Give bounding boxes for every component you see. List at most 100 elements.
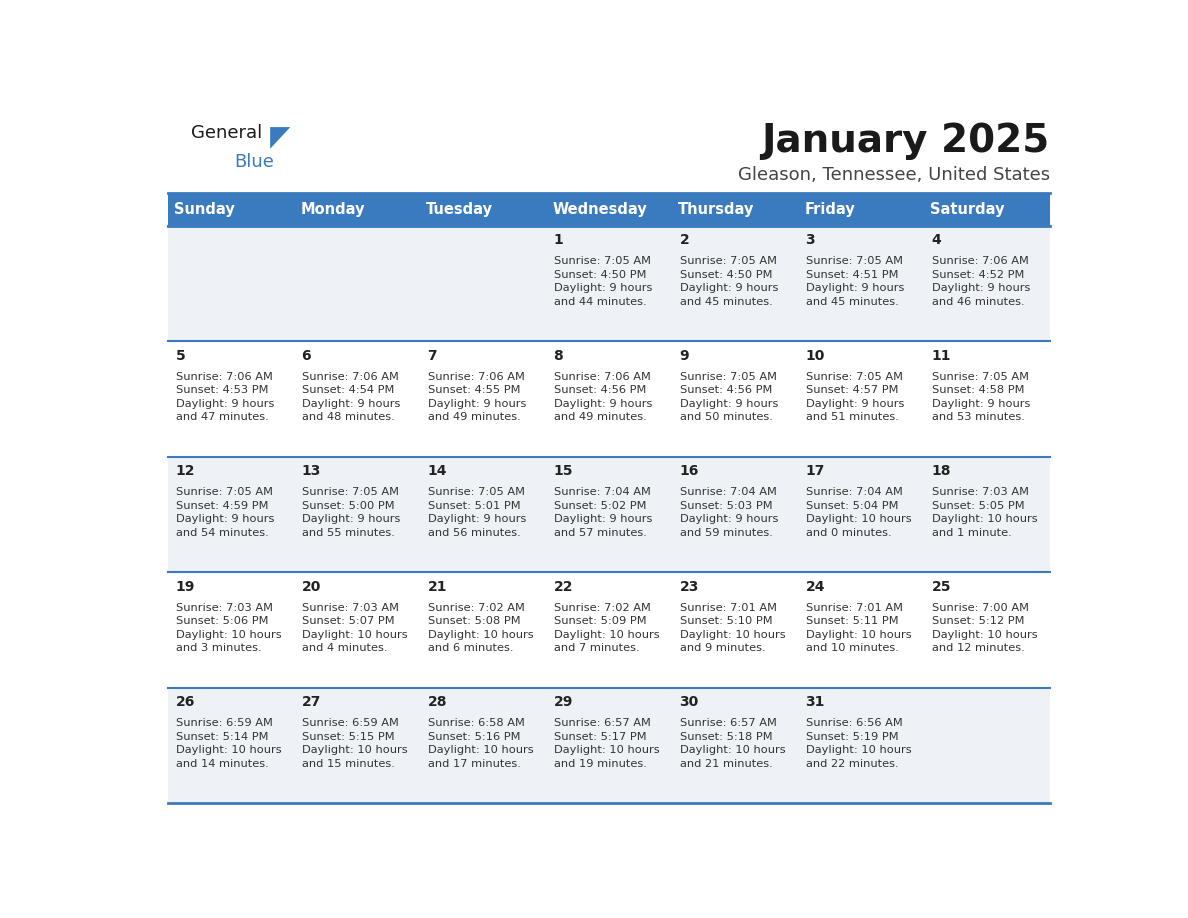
Text: Daylight: 9 hours: Daylight: 9 hours xyxy=(428,514,526,524)
Text: Sunset: 5:10 PM: Sunset: 5:10 PM xyxy=(680,616,772,626)
Text: Daylight: 10 hours: Daylight: 10 hours xyxy=(176,745,282,756)
Bar xyxy=(545,194,672,226)
Bar xyxy=(419,194,545,226)
Text: and 0 minutes.: and 0 minutes. xyxy=(805,528,891,538)
Text: 16: 16 xyxy=(680,465,699,478)
Text: Sunset: 5:00 PM: Sunset: 5:00 PM xyxy=(302,501,394,511)
Text: Sunrise: 7:05 AM: Sunrise: 7:05 AM xyxy=(805,372,903,382)
Text: Daylight: 10 hours: Daylight: 10 hours xyxy=(554,630,659,640)
Text: Sunrise: 7:05 AM: Sunrise: 7:05 AM xyxy=(176,487,272,498)
Text: 29: 29 xyxy=(554,695,573,710)
Text: Sunrise: 6:58 AM: Sunrise: 6:58 AM xyxy=(428,719,524,729)
Text: and 12 minutes.: and 12 minutes. xyxy=(931,644,1024,654)
Text: General: General xyxy=(191,124,263,142)
Text: and 4 minutes.: and 4 minutes. xyxy=(302,644,387,654)
Text: Sunset: 5:04 PM: Sunset: 5:04 PM xyxy=(805,501,898,511)
Text: Daylight: 10 hours: Daylight: 10 hours xyxy=(805,514,911,524)
Text: Sunrise: 7:05 AM: Sunrise: 7:05 AM xyxy=(931,372,1029,382)
Text: Sunrise: 6:57 AM: Sunrise: 6:57 AM xyxy=(554,719,651,729)
Text: 10: 10 xyxy=(805,349,824,363)
Bar xyxy=(672,194,798,226)
Text: and 22 minutes.: and 22 minutes. xyxy=(805,759,898,769)
Bar xyxy=(293,194,419,226)
Text: Sunset: 5:19 PM: Sunset: 5:19 PM xyxy=(805,732,898,742)
Text: Daylight: 9 hours: Daylight: 9 hours xyxy=(805,399,904,409)
Text: Sunset: 5:16 PM: Sunset: 5:16 PM xyxy=(428,732,520,742)
Text: Sunset: 4:58 PM: Sunset: 4:58 PM xyxy=(931,386,1024,396)
Text: Sunrise: 7:05 AM: Sunrise: 7:05 AM xyxy=(680,372,777,382)
Text: and 44 minutes.: and 44 minutes. xyxy=(554,297,646,307)
Text: and 48 minutes.: and 48 minutes. xyxy=(302,412,394,422)
Bar xyxy=(168,194,293,226)
Text: Sunset: 4:51 PM: Sunset: 4:51 PM xyxy=(805,270,898,280)
Text: 27: 27 xyxy=(302,695,321,710)
Text: Daylight: 10 hours: Daylight: 10 hours xyxy=(302,745,407,756)
Text: Sunset: 4:53 PM: Sunset: 4:53 PM xyxy=(176,386,268,396)
Text: 2: 2 xyxy=(680,233,689,247)
Text: 5: 5 xyxy=(176,349,185,363)
Text: and 56 minutes.: and 56 minutes. xyxy=(428,528,520,538)
Text: Sunset: 5:08 PM: Sunset: 5:08 PM xyxy=(428,616,520,626)
Text: 8: 8 xyxy=(554,349,563,363)
Text: 26: 26 xyxy=(176,695,195,710)
Text: 13: 13 xyxy=(302,465,321,478)
Text: and 45 minutes.: and 45 minutes. xyxy=(805,297,898,307)
Text: Saturday: Saturday xyxy=(930,202,1005,217)
Text: Daylight: 9 hours: Daylight: 9 hours xyxy=(931,399,1030,409)
Text: 14: 14 xyxy=(428,465,447,478)
Text: Sunset: 5:14 PM: Sunset: 5:14 PM xyxy=(176,732,268,742)
Text: Daylight: 10 hours: Daylight: 10 hours xyxy=(931,630,1037,640)
Text: Sunset: 4:50 PM: Sunset: 4:50 PM xyxy=(680,270,772,280)
Text: Daylight: 9 hours: Daylight: 9 hours xyxy=(554,284,652,294)
Text: and 21 minutes.: and 21 minutes. xyxy=(680,759,772,769)
Bar xyxy=(168,572,1050,688)
Bar xyxy=(798,194,924,226)
Text: Daylight: 9 hours: Daylight: 9 hours xyxy=(554,514,652,524)
Text: Sunset: 5:01 PM: Sunset: 5:01 PM xyxy=(428,501,520,511)
Text: and 49 minutes.: and 49 minutes. xyxy=(554,412,646,422)
Text: Sunrise: 7:00 AM: Sunrise: 7:00 AM xyxy=(931,603,1029,613)
Text: and 3 minutes.: and 3 minutes. xyxy=(176,644,261,654)
Text: and 6 minutes.: and 6 minutes. xyxy=(428,644,513,654)
Text: 30: 30 xyxy=(680,695,699,710)
Text: Sunset: 4:57 PM: Sunset: 4:57 PM xyxy=(805,386,898,396)
Text: Sunrise: 7:06 AM: Sunrise: 7:06 AM xyxy=(554,372,651,382)
Text: Sunrise: 7:01 AM: Sunrise: 7:01 AM xyxy=(805,603,903,613)
Text: and 55 minutes.: and 55 minutes. xyxy=(302,528,394,538)
Text: and 19 minutes.: and 19 minutes. xyxy=(554,759,646,769)
Text: and 49 minutes.: and 49 minutes. xyxy=(428,412,520,422)
Text: Gleason, Tennessee, United States: Gleason, Tennessee, United States xyxy=(738,165,1050,184)
Text: Friday: Friday xyxy=(804,202,855,217)
Text: Wednesday: Wednesday xyxy=(552,202,647,217)
Text: Sunset: 4:54 PM: Sunset: 4:54 PM xyxy=(302,386,394,396)
Text: Daylight: 9 hours: Daylight: 9 hours xyxy=(554,399,652,409)
Text: Sunrise: 6:56 AM: Sunrise: 6:56 AM xyxy=(805,719,903,729)
Text: 11: 11 xyxy=(931,349,952,363)
Text: and 46 minutes.: and 46 minutes. xyxy=(931,297,1024,307)
Text: and 14 minutes.: and 14 minutes. xyxy=(176,759,268,769)
Text: Sunset: 5:09 PM: Sunset: 5:09 PM xyxy=(554,616,646,626)
Polygon shape xyxy=(270,127,290,149)
Text: 4: 4 xyxy=(931,233,941,247)
Text: Sunrise: 7:05 AM: Sunrise: 7:05 AM xyxy=(554,256,651,266)
Text: Daylight: 9 hours: Daylight: 9 hours xyxy=(302,514,400,524)
Text: Daylight: 10 hours: Daylight: 10 hours xyxy=(428,745,533,756)
Text: and 45 minutes.: and 45 minutes. xyxy=(680,297,772,307)
Text: and 1 minute.: and 1 minute. xyxy=(931,528,1011,538)
Text: Sunset: 5:15 PM: Sunset: 5:15 PM xyxy=(302,732,394,742)
Text: Daylight: 9 hours: Daylight: 9 hours xyxy=(176,399,274,409)
Bar xyxy=(168,456,1050,572)
Text: Daylight: 10 hours: Daylight: 10 hours xyxy=(680,745,785,756)
Text: Daylight: 10 hours: Daylight: 10 hours xyxy=(302,630,407,640)
Text: and 51 minutes.: and 51 minutes. xyxy=(805,412,898,422)
Text: Daylight: 10 hours: Daylight: 10 hours xyxy=(680,630,785,640)
Text: Sunrise: 6:59 AM: Sunrise: 6:59 AM xyxy=(176,719,272,729)
Text: Sunset: 5:17 PM: Sunset: 5:17 PM xyxy=(554,732,646,742)
Text: Sunset: 5:03 PM: Sunset: 5:03 PM xyxy=(680,501,772,511)
Bar xyxy=(168,341,1050,456)
Text: 6: 6 xyxy=(302,349,311,363)
Text: Daylight: 9 hours: Daylight: 9 hours xyxy=(805,284,904,294)
Text: Sunrise: 7:04 AM: Sunrise: 7:04 AM xyxy=(554,487,651,498)
Text: and 47 minutes.: and 47 minutes. xyxy=(176,412,268,422)
Bar xyxy=(168,226,1050,341)
